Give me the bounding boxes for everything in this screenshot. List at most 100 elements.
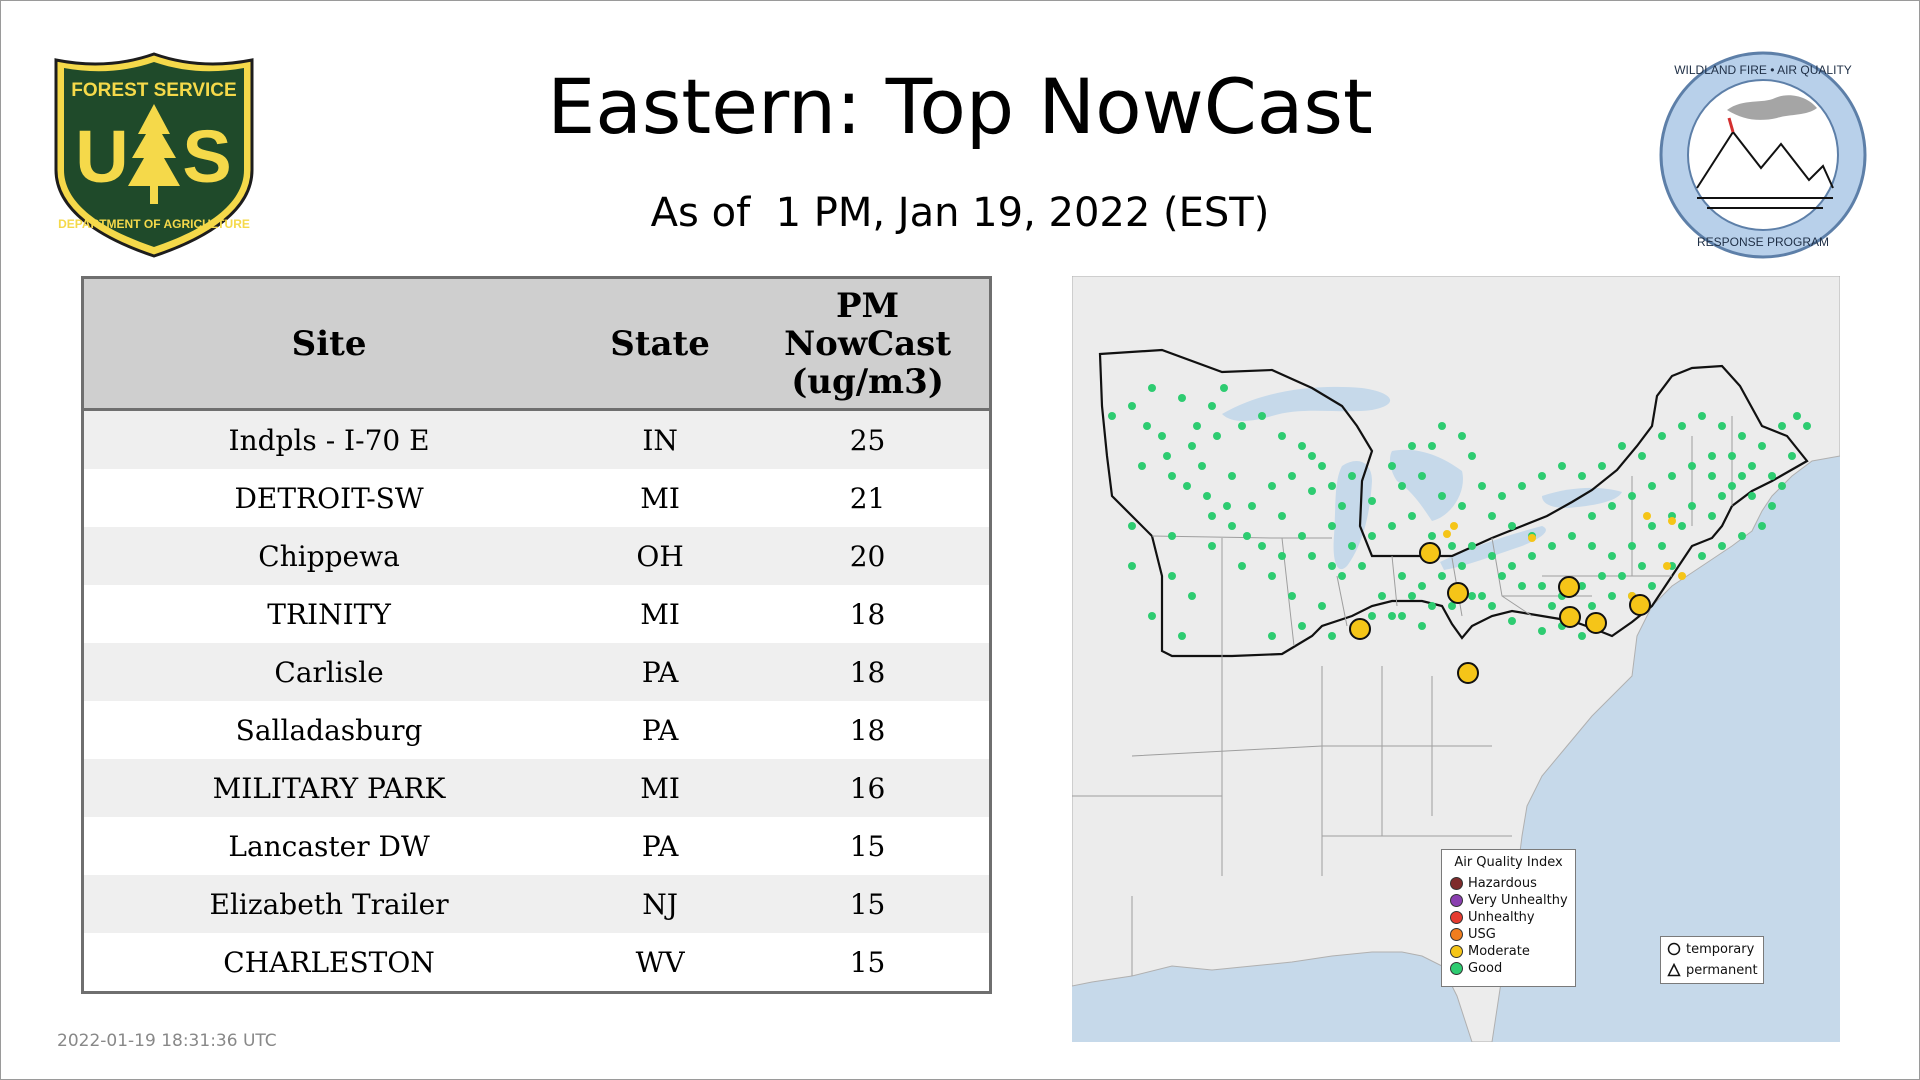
good-site-marker (1548, 542, 1556, 550)
good-site-marker (1438, 492, 1446, 500)
good-site-marker (1468, 592, 1476, 600)
good-site-marker (1238, 562, 1246, 570)
good-site-marker (1158, 432, 1166, 440)
top-site-marker (1629, 594, 1651, 616)
top-site-marker (1419, 542, 1441, 564)
table-row: DETROIT-SW MI 21 (82, 469, 991, 527)
lake-huron (1389, 449, 1463, 521)
page-subtitle: As of 1 PM, Jan 19, 2022 (EST) (650, 190, 1270, 236)
top-site-marker (1559, 606, 1581, 628)
site-markers (1108, 384, 1811, 684)
good-site-marker (1568, 532, 1576, 540)
legend-item-good: Good (1442, 960, 1575, 977)
good-site-marker (1708, 512, 1716, 520)
table-row: Indpls - I-70 E IN 25 (82, 409, 991, 469)
good-site-marker (1788, 452, 1796, 460)
site-cell: Carlisle (82, 643, 575, 701)
state-cell: MI (574, 585, 747, 643)
good-site-marker (1738, 532, 1746, 540)
site-cell: MILITARY PARK (82, 759, 575, 817)
good-site-marker (1368, 532, 1376, 540)
good-site-marker (1458, 562, 1466, 570)
good-site-marker (1608, 552, 1616, 560)
good-site-marker (1768, 472, 1776, 480)
table-row: Lancaster DW PA 15 (82, 817, 991, 875)
good-site-marker (1338, 572, 1346, 580)
table-row: Elizabeth Trailer NJ 15 (82, 875, 991, 933)
good-site-marker (1688, 462, 1696, 470)
nowcast-cell: 18 (746, 701, 991, 759)
good-site-marker (1548, 602, 1556, 610)
good-site-marker (1468, 542, 1476, 550)
good-site-marker (1428, 532, 1436, 540)
good-site-marker (1718, 542, 1726, 550)
good-site-marker (1468, 452, 1476, 460)
good-site-marker (1728, 482, 1736, 490)
good-site-marker (1458, 432, 1466, 440)
good-site-marker (1168, 472, 1176, 480)
top-nowcast-table: Site State PM NowCast (ug/m3) Indpls - I… (81, 276, 992, 994)
good-site-marker (1268, 482, 1276, 490)
good-site-marker (1163, 452, 1171, 460)
good-site-marker (1168, 572, 1176, 580)
good-site-marker (1698, 412, 1706, 420)
good-site-marker (1728, 452, 1736, 460)
legend-item-very-unhealthy: Very Unhealthy (1442, 892, 1575, 909)
good-site-marker (1778, 422, 1786, 430)
eastern-region-outline (1098, 348, 1809, 658)
good-site-marker (1698, 552, 1706, 560)
good-site-marker (1278, 432, 1286, 440)
good-site-marker (1408, 442, 1416, 450)
good-site-marker (1418, 472, 1426, 480)
good-site-marker (1748, 492, 1756, 500)
good-site-marker (1108, 412, 1116, 420)
good-site-marker (1718, 492, 1726, 500)
site-cell: TRINITY (82, 585, 575, 643)
good-site-marker (1398, 572, 1406, 580)
usfs-bottom-text: DEPARTMENT OF AGRICULTURE (58, 217, 250, 231)
good-site-marker (1288, 592, 1296, 600)
table-row: TRINITY MI 18 (82, 585, 991, 643)
nowcast-cell: 18 (746, 585, 991, 643)
good-site-marker (1418, 582, 1426, 590)
good-site-marker (1278, 552, 1286, 560)
good-site-marker (1148, 384, 1156, 392)
good-site-marker (1128, 402, 1136, 410)
good-site-marker (1578, 582, 1586, 590)
good-site-marker (1758, 522, 1766, 530)
nowcast-cell: 25 (746, 409, 991, 469)
site-cell: Chippewa (82, 527, 575, 585)
aqi-legend-title: Air Quality Index (1454, 855, 1563, 870)
good-site-marker (1658, 542, 1666, 550)
good-site-marker (1678, 422, 1686, 430)
good-site-marker (1228, 522, 1236, 530)
forest-service-logo: FOREST SERVICE U S DEPARTMENT OF AGRICUL… (54, 52, 254, 258)
good-site-marker (1478, 592, 1486, 600)
good-site-marker (1298, 622, 1306, 630)
good-site-marker (1618, 442, 1626, 450)
svg-text:U: U (75, 115, 128, 198)
good-site-marker (1598, 572, 1606, 580)
good-site-marker (1308, 487, 1316, 495)
good-site-marker (1778, 482, 1786, 490)
table-row: MILITARY PARK MI 16 (82, 759, 991, 817)
good-site-marker (1178, 394, 1186, 402)
nowcast-cell: 18 (746, 643, 991, 701)
top-site-marker (1447, 582, 1469, 604)
good-site-marker (1193, 422, 1201, 430)
good-site-marker (1428, 602, 1436, 610)
good-site-marker (1220, 384, 1228, 392)
wfaq-top-text: WILDLAND FIRE • AIR QUALITY (1674, 63, 1852, 77)
top-site-marker (1585, 612, 1607, 634)
good-site-marker (1388, 462, 1396, 470)
good-site-marker (1318, 602, 1326, 610)
good-site-marker (1518, 582, 1526, 590)
nowcast-cell: 20 (746, 527, 991, 585)
good-site-marker (1608, 502, 1616, 510)
good-site-marker (1508, 562, 1516, 570)
nowcast-cell: 16 (746, 759, 991, 817)
good-site-marker (1348, 542, 1356, 550)
good-site-marker (1648, 482, 1656, 490)
good-site-marker (1578, 632, 1586, 640)
good-site-marker (1248, 502, 1256, 510)
